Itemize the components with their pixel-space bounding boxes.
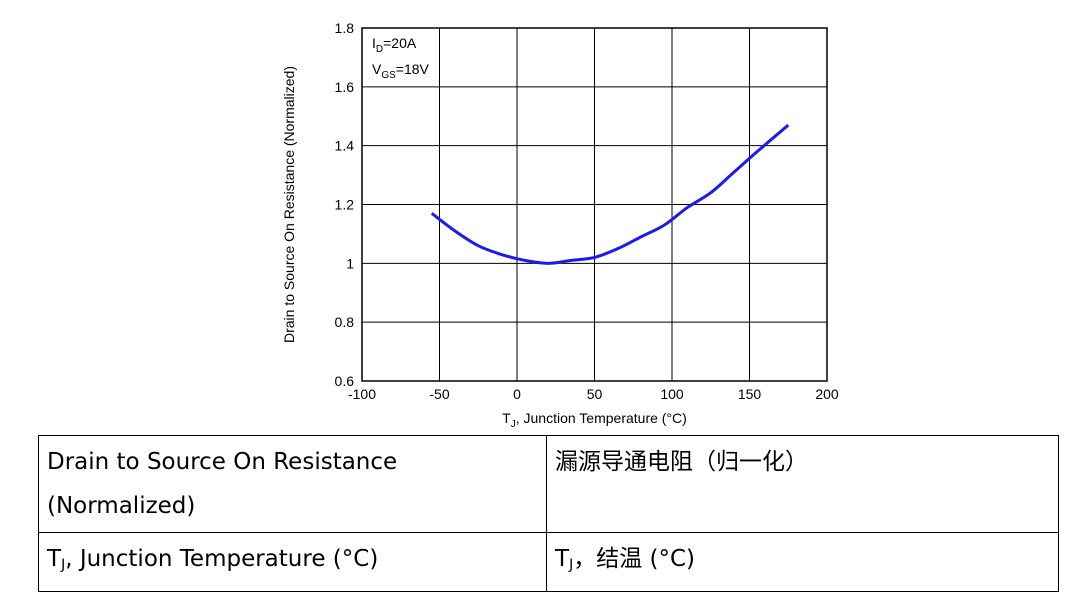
- cell-text: T: [555, 546, 570, 572]
- annotation: ID=20A: [372, 35, 417, 55]
- annotation-sub: GS: [381, 70, 396, 81]
- x-tick-label: 0: [513, 386, 521, 402]
- y-tick-label: 1.4: [335, 138, 355, 154]
- cell-text: , Junction Temperature (°C): [65, 546, 379, 572]
- cell-text: T: [47, 546, 62, 572]
- y-tick-label: 1.2: [335, 197, 355, 213]
- table-cell: 漏源导通电阻（归一化）: [546, 435, 1059, 533]
- y-tick-label: 0.8: [335, 314, 355, 330]
- annotation-box: [363, 29, 439, 85]
- y-tick-label: 1.6: [335, 79, 355, 95]
- x-tick-label: -100: [348, 386, 376, 402]
- annotation-sub: D: [376, 44, 383, 55]
- x-axis-label: TJ, Junction Temperature (°C): [502, 410, 687, 430]
- x-axis-label-rest: , Junction Temperature (°C): [516, 410, 687, 426]
- x-tick-label: 150: [738, 386, 762, 402]
- cell-subscript: J: [61, 557, 66, 573]
- curve: [430, 123, 790, 265]
- translation-table: Drain to Source On Resistance (Normalize…: [38, 435, 1059, 592]
- cell-text: ，结温 (°C): [573, 546, 696, 572]
- x-axis-label-sub: J: [511, 419, 516, 430]
- y-axis-label: Drain to Source On Resistance (Normalize…: [281, 66, 297, 343]
- table-row: TJ, Junction Temperature (°C) TJ，结温 (°C): [38, 532, 1059, 592]
- x-tick-label: -50: [429, 386, 449, 402]
- x-tick-label: 200: [815, 386, 839, 402]
- table-cell: TJ, Junction Temperature (°C): [38, 532, 547, 592]
- x-axis-label-main: T: [502, 410, 511, 426]
- table-cell: Drain to Source On Resistance (Normalize…: [38, 435, 547, 533]
- plot-frame: [361, 27, 828, 382]
- chart: -100 -50 0 50 100 150 2000.60.811.21.41.61.8ID…: [281, 20, 839, 430]
- y-tick-label: 1: [346, 255, 354, 271]
- annotation-main: V: [372, 61, 382, 77]
- annotation-rest: =18V: [396, 61, 430, 77]
- cell-subscript: J: [569, 557, 574, 573]
- annotation-main: I: [372, 35, 376, 51]
- annotation: VGS=18V: [372, 61, 430, 81]
- x-tick-label: 100: [660, 386, 684, 402]
- x-tick-label: 50: [587, 386, 603, 402]
- y-tick-label: 1.8: [335, 20, 355, 36]
- table-cell: TJ，结温 (°C): [546, 532, 1059, 592]
- y-tick-label: 0.6: [335, 373, 355, 389]
- table-row: Drain to Source On Resistance (Normalize…: [38, 435, 1059, 533]
- annotation-rest: =20A: [383, 35, 417, 51]
